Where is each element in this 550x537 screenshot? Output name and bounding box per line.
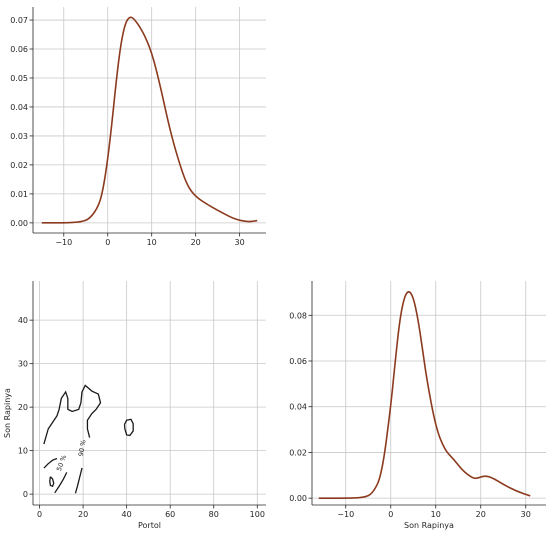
contour-line — [49, 476, 55, 488]
y-tick-label: 0.05 — [10, 74, 28, 83]
contour-line — [43, 384, 102, 445]
y-tick-label: 0.04 — [10, 103, 28, 112]
y-tick-label: 40 — [18, 316, 28, 325]
density-line — [318, 291, 531, 499]
contour-level-label: 90 % — [77, 439, 88, 457]
x-tick-label: −10 — [55, 238, 72, 247]
y-tick-label: 0.04 — [289, 403, 307, 412]
contour-level-label: 50 % — [55, 454, 68, 472]
x-tick-label: 0 — [105, 238, 110, 247]
y-tick-label: 0.07 — [10, 16, 28, 25]
x-tick-label: 80 — [209, 510, 219, 519]
contour-line — [74, 467, 83, 494]
density-line — [41, 16, 258, 224]
contour-line — [54, 472, 68, 494]
y-tick-label: 0.08 — [289, 311, 307, 320]
x-tick-label: 100 — [250, 510, 265, 519]
x-tick-label: 20 — [78, 510, 88, 519]
x-axis-label: Portol — [138, 521, 161, 530]
x-tick-label: 0 — [37, 510, 42, 519]
y-tick-label: 30 — [18, 360, 28, 369]
x-tick-label: 10 — [431, 510, 441, 519]
y-tick-label: 0.01 — [10, 190, 28, 199]
marginal-density-chart-top: −10 0 10 20 30 0.00 0.01 0.02 0.03 0.04 0.05 0.06 0.… — [10, 7, 266, 247]
x-tick-label: 20 — [191, 238, 201, 247]
x-tick-label: 60 — [165, 510, 175, 519]
x-tick-label: 40 — [122, 510, 132, 519]
x-tick-label: 0 — [388, 510, 393, 519]
y-tick-label: 10 — [18, 447, 28, 456]
contour-line — [123, 418, 134, 437]
marginal-density-chart-right: −10 0 10 20 30 0.00 0.02 0.04 0.06 0.08 Son Rapiny… — [289, 281, 546, 530]
y-tick-label: 20 — [18, 403, 28, 412]
y-tick-label: 0 — [23, 490, 28, 499]
y-tick-label: 0.00 — [289, 494, 307, 503]
contour-line — [43, 457, 58, 469]
x-axis-label: Son Rapinya — [404, 521, 454, 530]
y-tick-label: 0.02 — [289, 448, 307, 457]
y-tick-label: 0.03 — [10, 132, 28, 141]
y-tick-label: 0.00 — [10, 219, 28, 228]
x-tick-label: −10 — [337, 510, 354, 519]
y-tick-label: 0.06 — [289, 357, 307, 366]
joint-contour-chart: 0 20 40 60 80 100 0 10 20 30 40 Portol Son Rapinya 50… — [3, 281, 266, 530]
y-axis-label: Son Rapinya — [3, 388, 12, 438]
x-tick-label: 30 — [521, 510, 531, 519]
y-tick-label: 0.02 — [10, 161, 28, 170]
x-tick-label: 20 — [476, 510, 486, 519]
x-tick-label: 10 — [147, 238, 157, 247]
x-tick-label: 30 — [235, 238, 245, 247]
y-tick-label: 0.06 — [10, 45, 28, 54]
